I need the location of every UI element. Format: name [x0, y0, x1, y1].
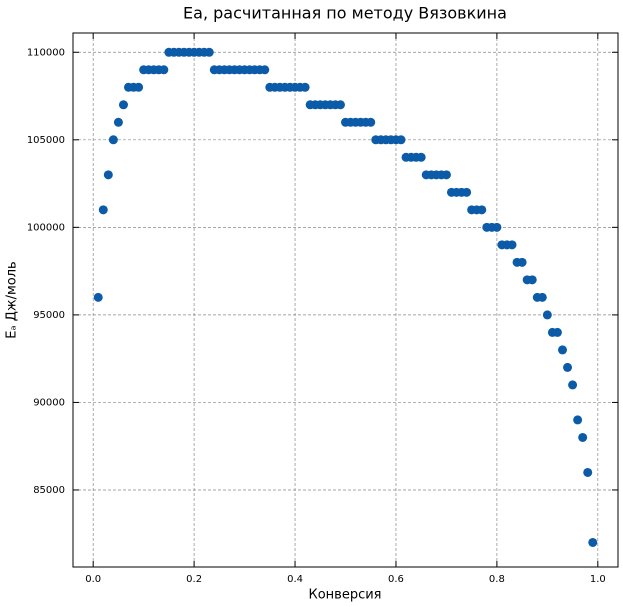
data-point	[108, 135, 118, 145]
x-axis-label: Конверсия	[308, 588, 381, 603]
x-tick-label: 0.2	[186, 574, 202, 585]
data-point	[441, 170, 451, 180]
data-point	[492, 222, 502, 232]
data-point	[113, 117, 123, 127]
data-point	[396, 135, 406, 145]
x-tick-label: 0.6	[388, 574, 404, 585]
data-point	[335, 100, 345, 110]
data-point	[159, 65, 169, 75]
data-point	[366, 117, 376, 127]
chart-title: Ea, расчитанная по методу Вязовкина	[183, 4, 507, 23]
x-tick-label: 0.4	[287, 574, 303, 585]
data-point	[477, 205, 487, 215]
data-point	[103, 170, 113, 180]
x-tick-label: 0.8	[489, 574, 505, 585]
y-tick-label: 85000	[33, 485, 65, 496]
plot-frame	[72, 32, 619, 568]
data-point	[93, 292, 103, 302]
data-point	[507, 240, 517, 250]
data-point	[588, 537, 598, 547]
x-tick-label: 1.0	[590, 574, 606, 585]
y-tick-label: 100000	[27, 222, 65, 233]
data-point	[260, 65, 270, 75]
data-point	[552, 327, 562, 337]
data-point	[204, 47, 214, 57]
y-tick-label: 95000	[33, 310, 65, 321]
data-point	[578, 432, 588, 442]
y-axis-label: Eₐ Дж/моль	[5, 261, 20, 338]
data-point	[118, 100, 128, 110]
y-tick-label: 90000	[33, 397, 65, 408]
data-point	[134, 82, 144, 92]
data-point	[527, 275, 537, 285]
data-point	[300, 82, 310, 92]
data-point	[517, 257, 527, 267]
data-point	[568, 380, 578, 390]
data-point	[537, 292, 547, 302]
data-point	[573, 415, 583, 425]
data-point	[462, 187, 472, 197]
data-point	[563, 362, 573, 372]
y-tick-label: 105000	[27, 135, 65, 146]
x-tick-label: 0.0	[85, 574, 101, 585]
data-point	[557, 345, 567, 355]
y-tick-label: 110000	[27, 47, 65, 58]
data-point	[583, 467, 593, 477]
data-point	[98, 205, 108, 215]
data-point	[542, 310, 552, 320]
data-point	[416, 152, 426, 162]
